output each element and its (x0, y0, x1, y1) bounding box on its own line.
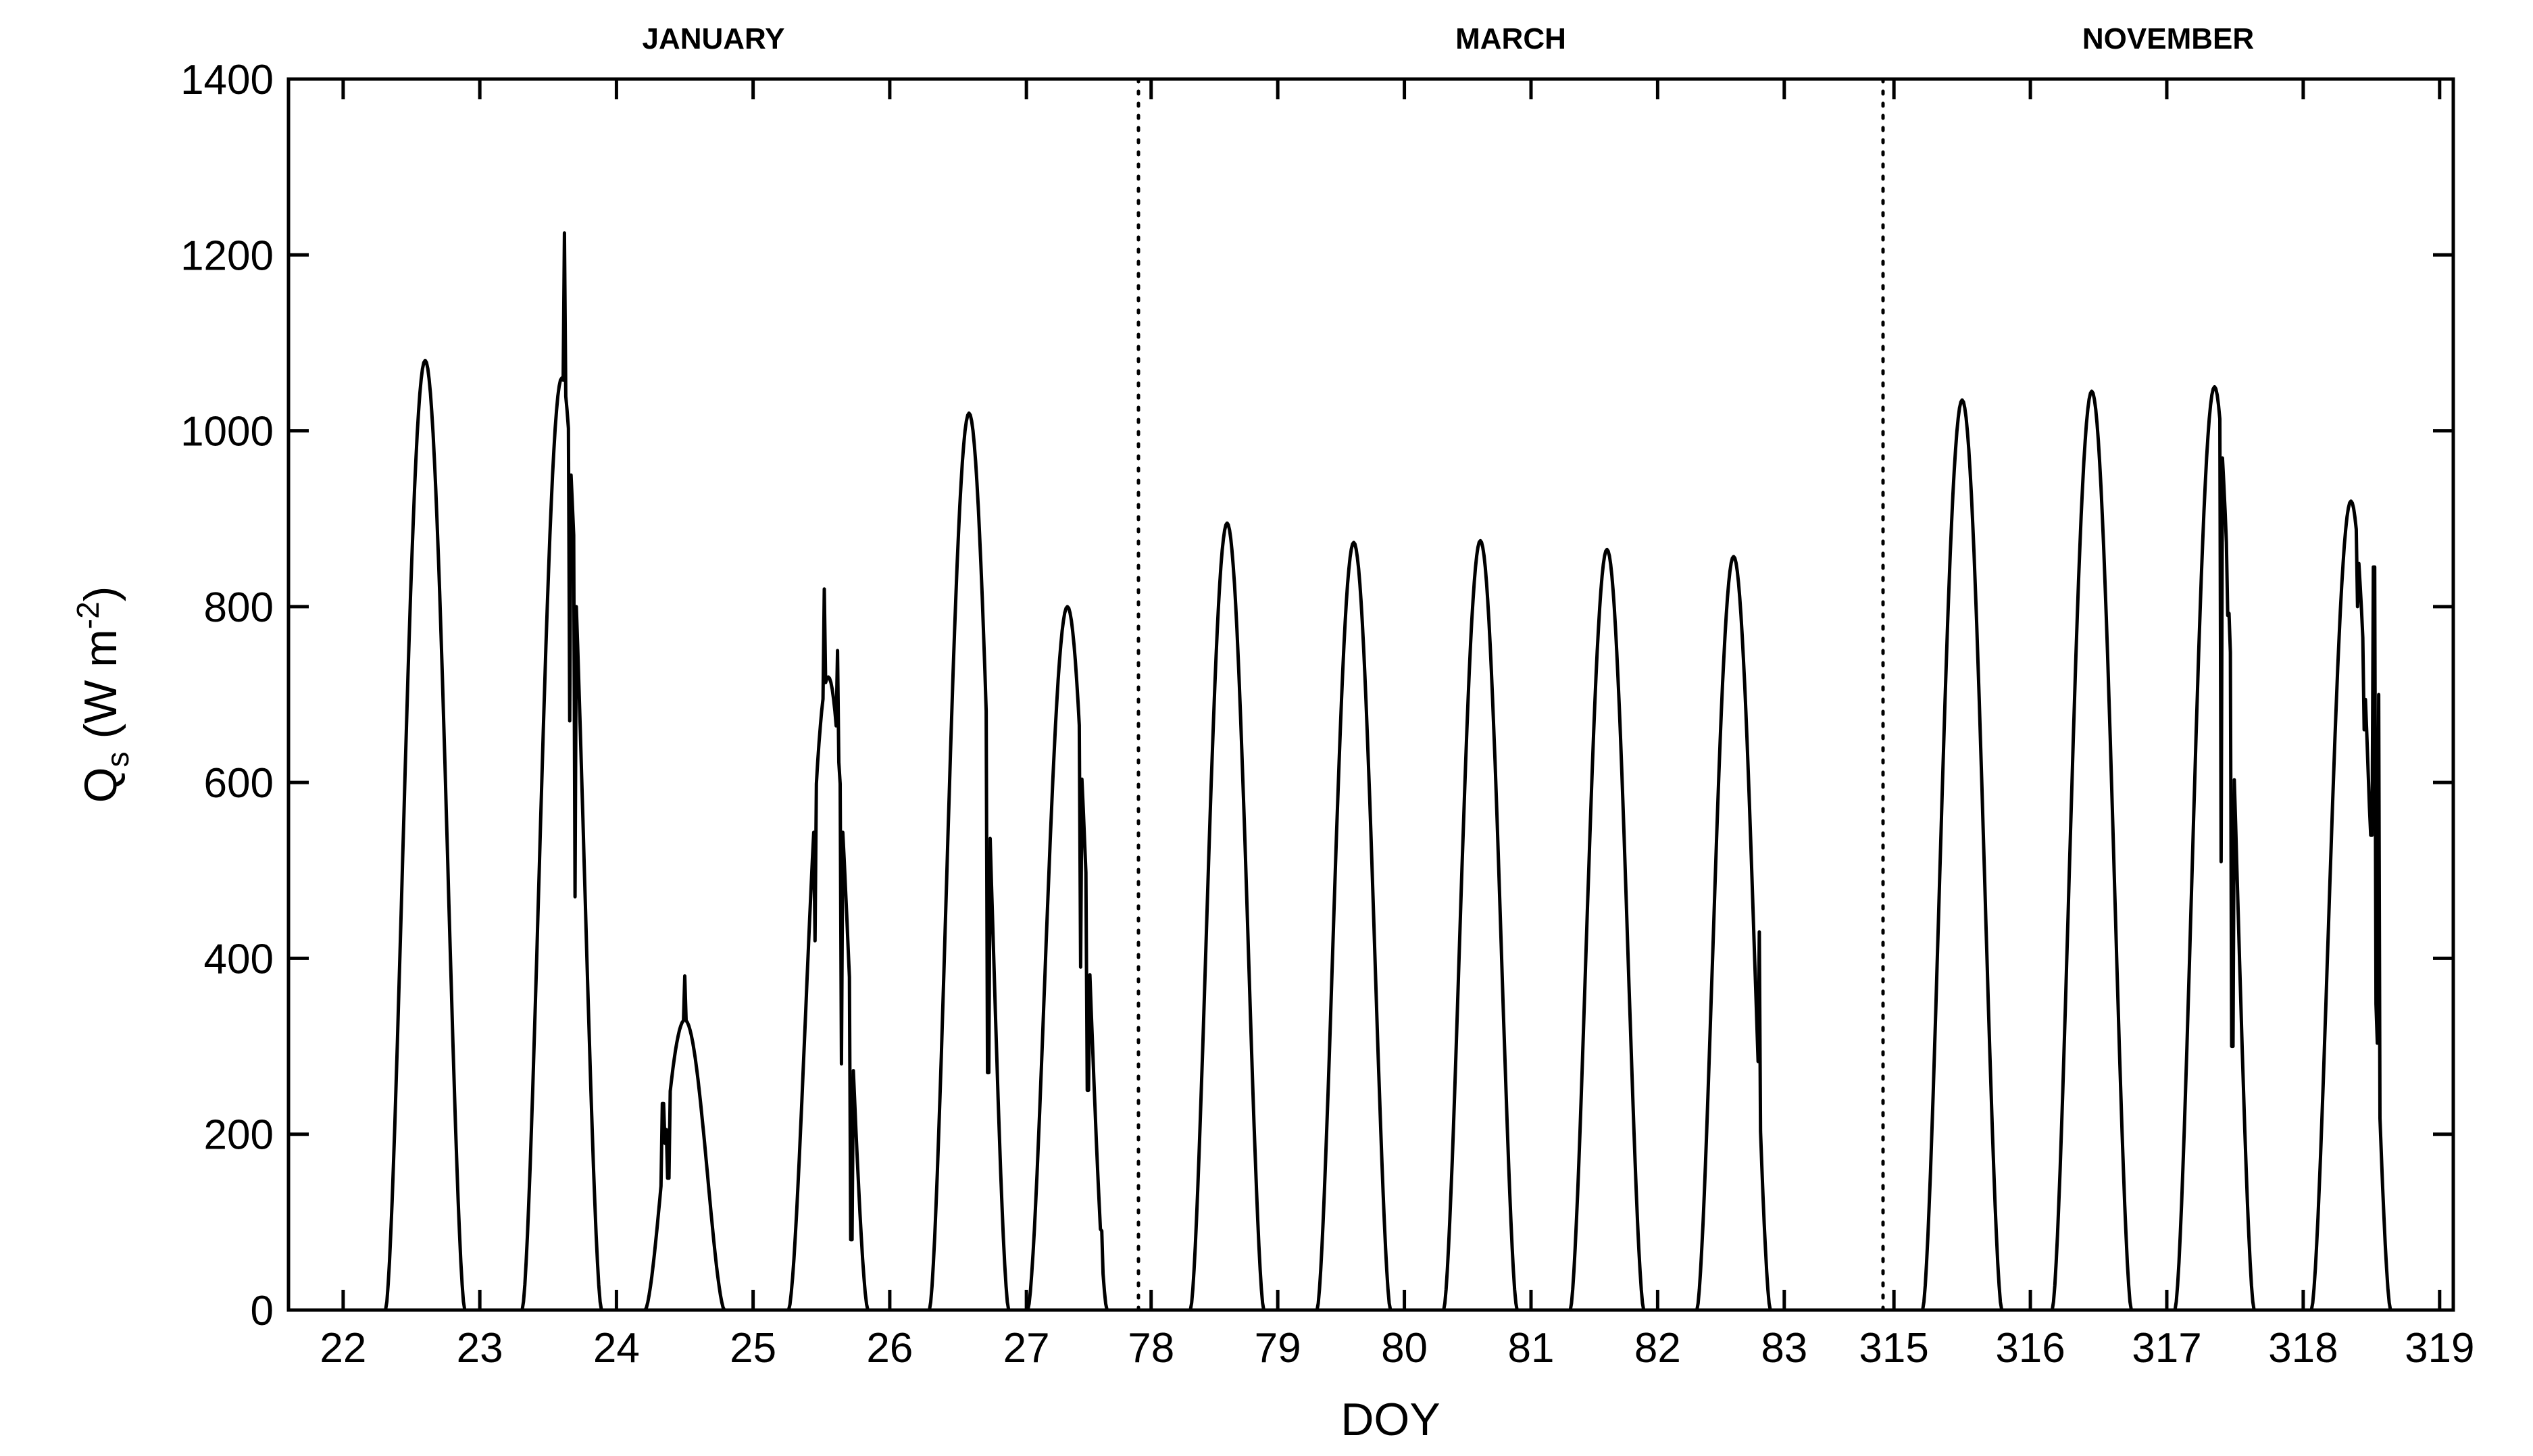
x-tick-label: 24 (593, 1325, 640, 1372)
x-tick-label: 23 (457, 1325, 503, 1372)
month-label: NOVEMBER (2082, 22, 2254, 55)
qs-series-november (1890, 385, 2447, 1312)
y-tick-label: 800 (204, 584, 274, 631)
y-axis-title-units-close: ) (75, 586, 126, 602)
ticks-layer (289, 77, 2453, 1312)
x-tick-label: 316 (1995, 1325, 2065, 1372)
x-tick-label: 22 (320, 1325, 366, 1372)
labels-layer: 0 200 400 600 800 1000 1200 1400 JANUARY 22 23 24 25… (180, 22, 2474, 1372)
y-tick-label: 600 (204, 760, 274, 807)
x-tick-label: 79 (1255, 1325, 1301, 1372)
x-tick-label: 315 (1859, 1325, 1928, 1372)
dividers-layer (1136, 77, 1885, 1312)
x-tick-label: 83 (1761, 1325, 1807, 1372)
y-tick-label: 1000 (180, 409, 274, 455)
x-tick-label: 27 (1003, 1325, 1050, 1372)
month-label: JANUARY (642, 22, 784, 55)
x-tick-label: 318 (2268, 1325, 2338, 1372)
qs-series-january (295, 231, 1132, 1312)
month-label: MARCH (1455, 22, 1566, 55)
y-axis-title-units: (W m (75, 629, 126, 751)
y-axis-title-symbol: Q (75, 767, 126, 803)
x-axis-title: DOY (1340, 1394, 1440, 1445)
y-tick-label: 1400 (180, 57, 274, 103)
y-tick-label: 1200 (180, 232, 274, 279)
y-tick-label: 200 (204, 1112, 274, 1159)
x-tick-label: 317 (2132, 1325, 2201, 1372)
x-tick-label: 25 (730, 1325, 776, 1372)
plot-frame (286, 77, 2455, 1312)
y-tick-label: 400 (204, 936, 274, 982)
x-tick-label: 319 (2405, 1325, 2474, 1372)
x-tick-label: 78 (1128, 1325, 1174, 1372)
x-tick-label: 80 (1381, 1325, 1428, 1372)
x-tick-label: 26 (866, 1325, 913, 1372)
x-tick-label: 81 (1508, 1325, 1555, 1372)
y-axis-title: Qs (W m-2) (70, 586, 135, 803)
qs-series-march (1145, 521, 1877, 1312)
y-axis-title-subscript: s (100, 751, 135, 767)
y-axis-title-exponent: -2 (70, 601, 105, 629)
x-tick-label: 82 (1634, 1325, 1681, 1372)
y-tick-label: 0 (251, 1288, 274, 1334)
series-layer (295, 231, 2447, 1312)
